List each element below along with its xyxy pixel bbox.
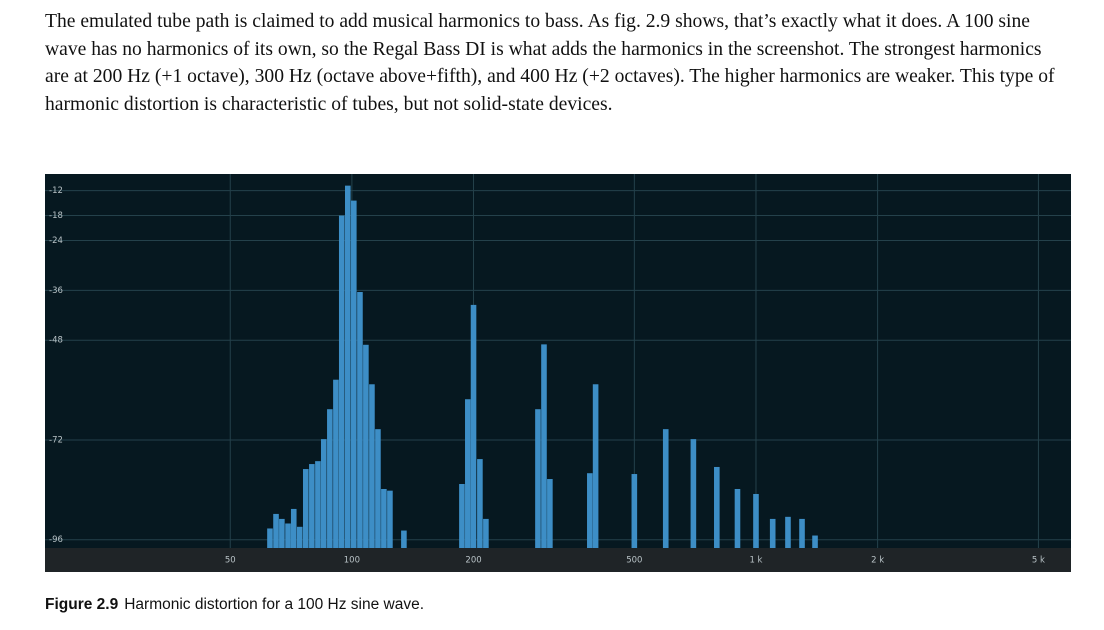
spectrum-bar [345, 185, 351, 548]
spectrum-bar [381, 488, 387, 548]
y-tick-label: -96 [49, 535, 63, 545]
spectrum-bar [290, 508, 297, 548]
caption-text: Harmonic distortion for a 100 Hz sine wa… [124, 596, 425, 613]
spectrum-bar [302, 469, 309, 548]
x-tick-label: 1 k [749, 556, 762, 566]
spectrum-bar [812, 535, 818, 548]
spectrum-bar [477, 459, 483, 548]
spectrum-bar [734, 488, 741, 548]
spectrum-bar [592, 384, 599, 548]
spectrum-bar [785, 516, 791, 548]
x-tick-label: 2 k [871, 556, 884, 566]
spectrum-bar [327, 409, 333, 548]
spectrum-bar [459, 484, 465, 548]
x-tick-label: 5 k [1032, 556, 1045, 566]
spectrum-figure: -12 -18 -24 -36 -48 -72 -96 50 100 200 500 1 k 2 k 5 … [45, 174, 1071, 572]
spectrum-bar [285, 523, 291, 548]
spectrum-bar [769, 518, 776, 548]
spectrum-bar [631, 474, 638, 548]
spectrum-bar [470, 304, 477, 548]
caption-label: Figure 2.9 [45, 596, 119, 613]
spectrum-bar [333, 379, 339, 548]
spectrum-bar [483, 518, 489, 548]
spectrum-bar [547, 479, 553, 548]
spectrum-bar [535, 409, 541, 548]
spectrum-bar [753, 493, 759, 548]
figure-caption: Figure 2.9 Harmonic distortion for a 100 … [45, 596, 424, 614]
x-axis-strip [45, 548, 1071, 572]
spectrum-bar [320, 439, 327, 548]
spectrum-bar [296, 526, 303, 548]
x-tick-label: 50 [225, 556, 236, 566]
spectrum-bar [273, 513, 279, 548]
y-tick-label: -72 [49, 435, 63, 445]
spectrum-bar [541, 344, 547, 548]
spectrum-bar [357, 292, 363, 548]
plot-background [45, 174, 1071, 548]
spectrum-bar [662, 429, 669, 548]
spectrum-bar [315, 461, 321, 548]
spectrum-bar [309, 464, 315, 548]
body-paragraph: The emulated tube path is claimed to add… [45, 11, 1055, 115]
spectrum-bar [799, 518, 805, 548]
y-tick-label: -18 [49, 211, 63, 221]
spectrum-bar [690, 439, 697, 548]
spectrum-bar [401, 530, 407, 548]
x-tick-label: 200 [465, 556, 481, 566]
x-tick-label: 500 [626, 556, 642, 566]
y-tick-label: -12 [49, 186, 63, 196]
spectrum-bar [338, 215, 345, 549]
y-tick-label: -48 [49, 336, 63, 346]
spectrum-bar [369, 384, 375, 548]
x-tick-label: 100 [344, 556, 360, 566]
spectrum-bar [375, 429, 381, 548]
spectrum-bar [714, 466, 720, 548]
spectrum-bar [351, 200, 357, 548]
spectrum-bar [387, 490, 393, 548]
spectrum-bar [279, 518, 285, 548]
spectrum-bar [465, 399, 471, 548]
spectrum-bar [267, 528, 273, 548]
spectrum-bar [587, 473, 593, 548]
spectrum-bar [363, 344, 369, 548]
y-tick-label: -36 [49, 286, 63, 296]
y-tick-label: -24 [49, 236, 63, 246]
